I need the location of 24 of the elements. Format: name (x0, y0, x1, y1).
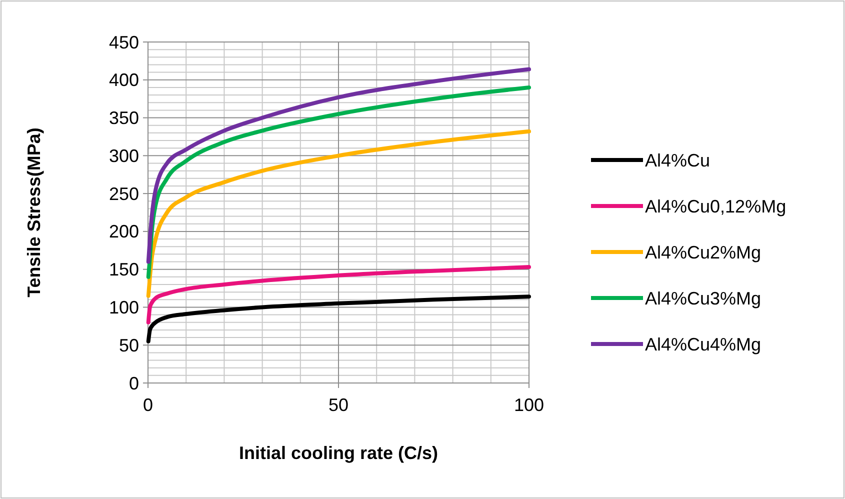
y-tick-label: 50 (118, 335, 139, 356)
line-series (146, 265, 531, 324)
legend-label: Al4%Cu3%Mg (645, 288, 762, 308)
y-tick-label: 400 (108, 70, 139, 90)
x-tick-label: 0 (142, 395, 154, 415)
x-tick-label: 100 (514, 395, 544, 415)
line-series (146, 129, 531, 298)
legend-label: Al4%Cu2%Mg (645, 242, 762, 262)
y-tick-label: 350 (108, 108, 139, 128)
y-tick-label: 0 (128, 373, 139, 394)
y-tick-label: 250 (108, 184, 139, 204)
y-tick-label: 450 (108, 32, 139, 52)
legend-label: Al4%Cu0,12%Mg (645, 196, 786, 216)
legend-label: Al4%Cu4%Mg (645, 334, 762, 354)
line-series (146, 294, 531, 344)
y-tick-label: 150 (108, 260, 139, 280)
x-axis-title: Initial cooling rate (C/s) (238, 443, 438, 463)
line-series (146, 67, 531, 264)
y-tick-label: 300 (108, 146, 139, 166)
x-tick-label: 50 (328, 395, 349, 415)
y-axis-title: Tensile Stress(MPa) (24, 128, 44, 298)
legend-label: Al4%Cu (645, 150, 710, 170)
y-tick-label: 200 (108, 222, 139, 242)
y-tick-label: 100 (108, 298, 139, 318)
